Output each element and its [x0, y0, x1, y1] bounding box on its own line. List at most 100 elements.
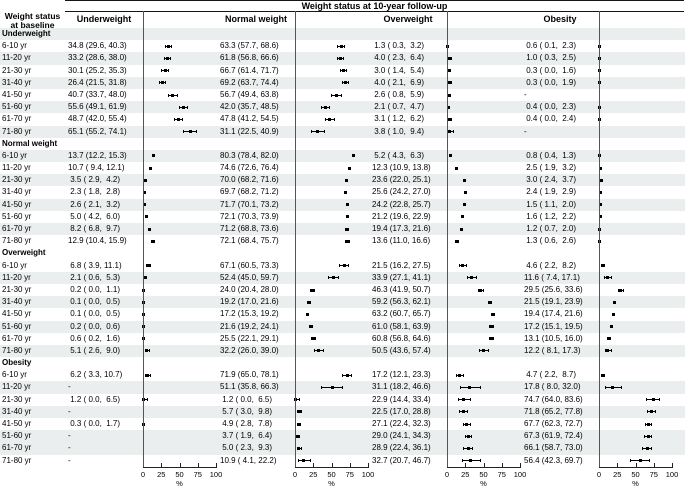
cell-value: 8.2 ( 6.8, 9.7) [68, 224, 121, 233]
point-estimate-marker [346, 239, 350, 243]
forest-plot-cell [143, 150, 217, 162]
forest-plot-cell [447, 296, 521, 308]
cell-value: 2.4 ( 1.9, 2.9) [524, 187, 577, 197]
table-row: 41-50 yr 0.1 ( 0.0, 0.5) 17.2 (15.3, 19.2… [0, 308, 685, 320]
point-estimate-marker [490, 325, 493, 329]
x-axis-line: 0 25 50 75 100% [141, 463, 222, 488]
cell-value: 21.5 (19.1, 23.9) [524, 297, 583, 307]
cell-value: 4.0 ( 2.3, 6.4) [372, 53, 425, 63]
forest-plot-cell [599, 418, 685, 430]
forest-plot-cell [598, 223, 685, 235]
point-estimate-marker [479, 288, 483, 292]
age-group-label: 51-60 yr [2, 431, 32, 441]
point-estimate-marker [491, 312, 495, 316]
point-estimate-marker [649, 410, 653, 414]
ci-line [298, 460, 312, 462]
cell-value: 13.7 (12.2, 15.3) [68, 150, 127, 160]
cell-value: 6.2 ( 3.3, 10.7) [68, 370, 123, 380]
section-label: Normal weight [2, 138, 58, 148]
forest-plot-cell [447, 418, 521, 430]
ci-cap-low [646, 410, 648, 414]
table-row: 11-20 yr 10.7 ( 9.4, 12.1) 74.6 (72.6, 76.… [0, 162, 685, 174]
ci-cap-high [196, 130, 198, 134]
table-row: 71-80 yr 5.1 ( 2.6, 9.0) 32.2 (26.0, 39.0… [0, 344, 685, 358]
forest-plot-cell [597, 40, 685, 52]
forest-plot-cell [143, 357, 217, 369]
age-group-label: 21-30 yr [2, 394, 32, 404]
point-estimate-marker [613, 300, 617, 304]
forest-plot-cell [599, 321, 685, 333]
point-estimate-marker [145, 349, 149, 353]
axis-row: 0 25 50 75 100% 0 25 50 75 100% 0 25 50 75 100% 0 25 50 75… [0, 463, 685, 493]
ci-cap-high [165, 81, 167, 85]
cell-value: 17.2 (12.1, 23.3) [372, 370, 431, 380]
point-estimate-marker [606, 276, 609, 280]
forest-plot-cell [598, 235, 685, 247]
point-estimate-marker [307, 300, 311, 304]
forest-plot-cell [143, 260, 217, 272]
point-estimate-marker [606, 349, 610, 353]
table-row: 31-40 yr - 5.7 ( 3.0, 9.8) 22.5 (17.0, 28.… [0, 405, 685, 418]
forest-plot-cell [295, 101, 369, 113]
ci-cap-high [322, 349, 324, 353]
cell-value [217, 357, 295, 369]
forest-plot-cell [295, 211, 369, 223]
forest-plot-cell [599, 89, 685, 101]
age-group-label: 71-80 yr [2, 455, 32, 465]
forest-plot-cell [599, 406, 685, 418]
point-estimate-marker [489, 337, 493, 341]
point-estimate-marker [334, 93, 338, 97]
table-row: 6-10 yr 6.2 ( 3.3, 10.7) 71.9 (65.0, 78.1… [0, 369, 685, 381]
forest-plot-cell [447, 369, 521, 381]
forest-plot-cell [295, 77, 369, 89]
point-estimate-marker [328, 117, 332, 121]
ci-cap-high [177, 93, 178, 97]
cell-value [217, 247, 295, 259]
point-estimate-marker [488, 300, 492, 304]
point-estimate-marker [470, 276, 474, 280]
ci-cap-high [348, 81, 350, 85]
forest-plot-cell [599, 186, 685, 198]
cell-value: 4.9 ( 2.8, 7.8) [220, 419, 273, 428]
age-group-label: 31-40 yr [2, 77, 32, 87]
ci-cap-high [347, 264, 349, 268]
forest-plot-cell [143, 272, 217, 284]
forest-plot-cell [295, 345, 369, 357]
forest-plot-cell [599, 455, 685, 467]
cell-value: 1.2 ( 0.0, 6.5) [220, 394, 273, 404]
forest-plot-cell [447, 186, 521, 198]
table-row: 61-70 yr 8.2 ( 6.8, 9.7) 71.2 (68.8, 73.6… [0, 223, 685, 236]
forest-plot-cell [143, 89, 217, 101]
forest-plot-cell [597, 77, 685, 89]
forest-plot-cell [447, 406, 521, 418]
ci-cap-low [344, 239, 346, 243]
followup-title: Weight status at 10-year follow-up [301, 1, 448, 11]
ci-cap-low [145, 264, 147, 268]
cell-value: 1.0 ( 0.3, 2.5) [524, 53, 577, 63]
cell-value: 1.3 ( 0.6, 2.6) [524, 236, 577, 246]
forest-plot-cell [143, 199, 217, 211]
forest-plot-cell [295, 235, 369, 247]
section-header-row: Underweight [0, 28, 685, 41]
ci-cap-low [459, 410, 461, 414]
forest-plot-cell [295, 150, 369, 162]
table-row: 21-30 yr 1.2 ( 0.0, 6.5) 1.2 ( 0.0, 6.5)… [0, 394, 685, 406]
forest-plot-cell [447, 247, 521, 259]
point-estimate-marker [339, 44, 343, 48]
table-row: 21-30 yr 3.5 ( 2.9, 4.2) 70.0 (68.2, 71.6… [0, 174, 685, 187]
forest-plot-cell [599, 126, 685, 138]
column-header-label: Obesity [543, 14, 577, 24]
cell-value: 61.0 (58.1, 63.9) [372, 321, 431, 331]
forest-plot-cell [295, 406, 369, 418]
point-estimate-marker [611, 312, 615, 316]
cell-value: 0.4 ( 0.0, 2.4) [524, 114, 577, 124]
cell-value: 1.2 ( 0.7, 2.0) [524, 224, 577, 233]
cell-value: 67.7 (62.3, 72.7) [524, 419, 583, 428]
cell-value: - [524, 89, 527, 99]
ci-cap-high [491, 300, 493, 304]
cell-value: 3.7 ( 1.9, 6.4) [220, 431, 273, 441]
ci-cap-high [342, 386, 344, 390]
point-estimate-marker [469, 459, 473, 463]
age-group-label: 11-20 yr [2, 53, 31, 63]
